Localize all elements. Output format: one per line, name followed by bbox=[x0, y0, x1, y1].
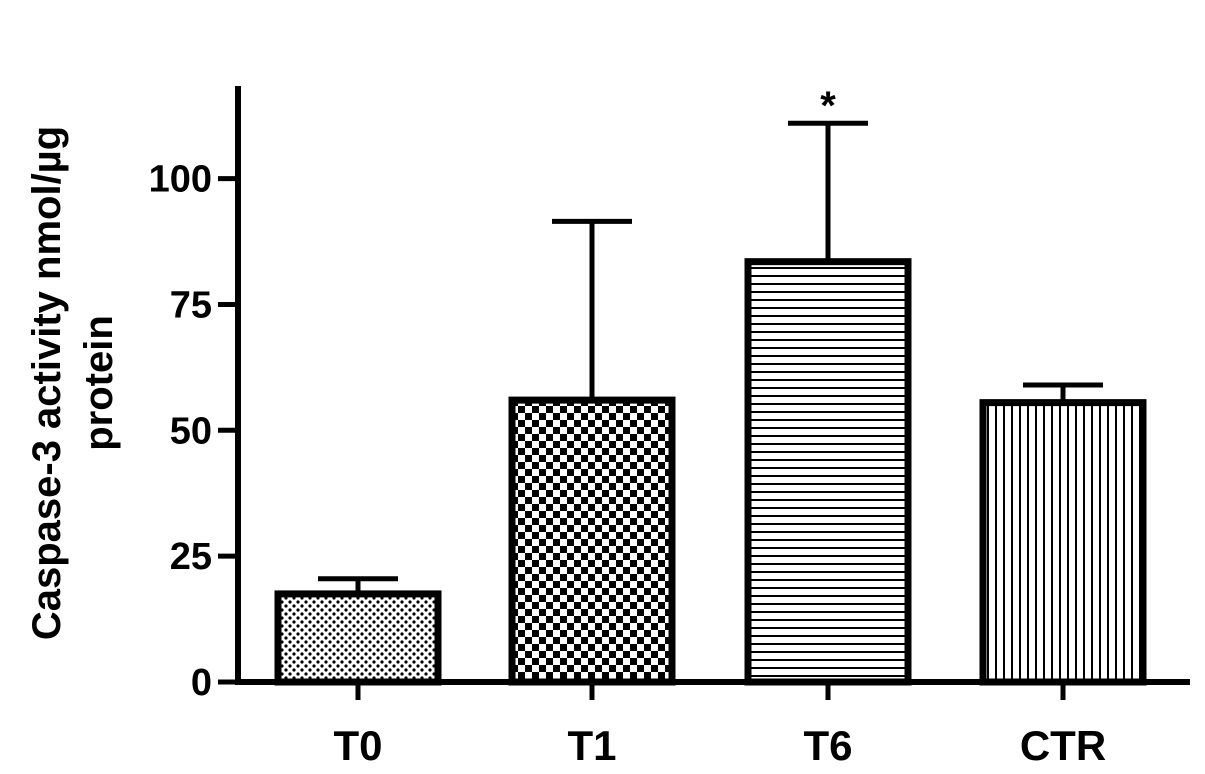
y-tick-label-50: 50 bbox=[170, 410, 212, 452]
x-tick-label-ctr: CTR bbox=[1020, 722, 1106, 769]
bar-ctr bbox=[979, 399, 1147, 686]
y-tick-label-25: 25 bbox=[170, 536, 212, 578]
x-tick-label-t1: T1 bbox=[567, 722, 616, 769]
y-axis-title-line1: Caspase-3 activity nmol/µg bbox=[25, 126, 69, 640]
bar-t1 bbox=[508, 396, 676, 686]
x-tick-label-t0: T0 bbox=[333, 722, 382, 769]
significance-marker-t6: * bbox=[820, 84, 836, 128]
y-tick-label-100: 100 bbox=[149, 159, 212, 201]
x-tick-label-t6: T6 bbox=[803, 722, 852, 769]
bars-layer bbox=[274, 258, 1147, 686]
y-tick-label-75: 75 bbox=[170, 284, 212, 326]
axis-layer: T0 T1 T6 CTR 0 25 50 75 100 bbox=[149, 86, 1190, 769]
bar-t0 bbox=[274, 590, 442, 686]
y-tick-label-0: 0 bbox=[191, 662, 212, 704]
y-axis-title-line2: protein bbox=[77, 315, 121, 451]
bar-t6 bbox=[744, 258, 912, 686]
error-bars-layer: * bbox=[318, 84, 1103, 594]
